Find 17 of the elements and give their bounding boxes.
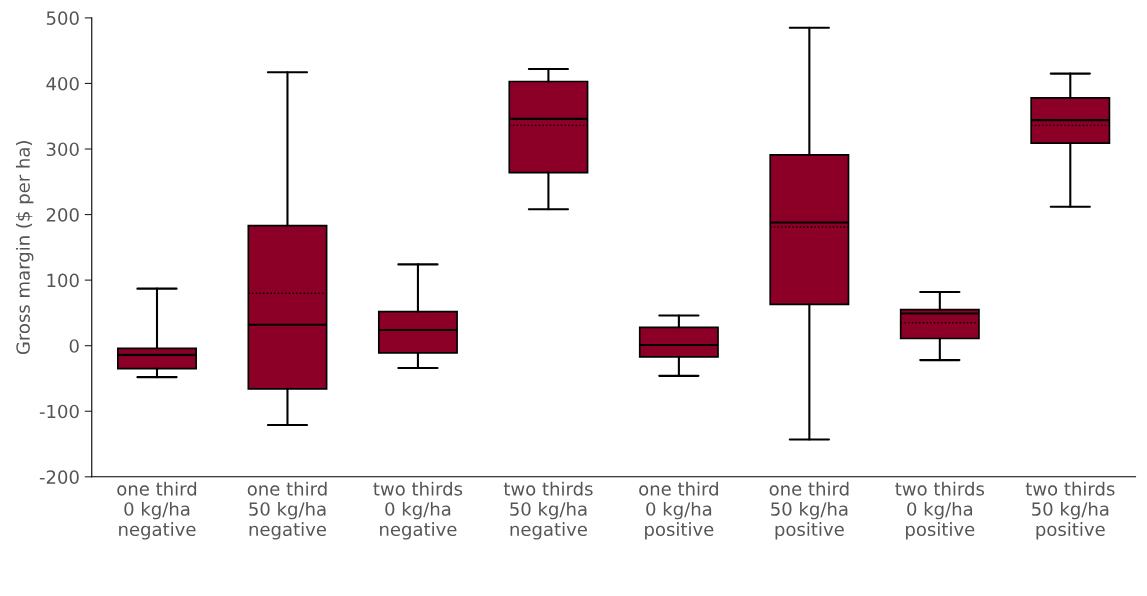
y-tick-label: -200 — [39, 470, 79, 484]
y-tick-label: -100 — [39, 404, 79, 419]
y-axis-title: Gross margin ($ per ha) — [15, 141, 34, 355]
x-tick-label: one third 50 kg/ha negative — [247, 481, 327, 540]
x-tick-label: one third 50 kg/ha positive — [769, 481, 849, 540]
x-tick-label: two thirds 0 kg/ha negative — [373, 481, 463, 540]
y-tick-label: 0 — [69, 339, 79, 353]
x-tick-label: two thirds 50 kg/ha positive — [1025, 481, 1115, 540]
y-tick-label: 300 — [46, 142, 79, 157]
x-tick-label: one third 0 kg/ha negative — [117, 481, 197, 540]
x-tick-label: two thirds 0 kg/ha positive — [895, 481, 985, 540]
y-tick-label: 100 — [47, 273, 79, 288]
y-tick-label: 500 — [46, 11, 79, 25]
y-tick-label: 200 — [46, 208, 79, 222]
x-tick-label: one third 0 kg/ha positive — [639, 481, 718, 540]
x-tick-label: two thirds 50 kg/ha negative — [503, 481, 593, 540]
y-tick-label: 400 — [46, 76, 79, 91]
